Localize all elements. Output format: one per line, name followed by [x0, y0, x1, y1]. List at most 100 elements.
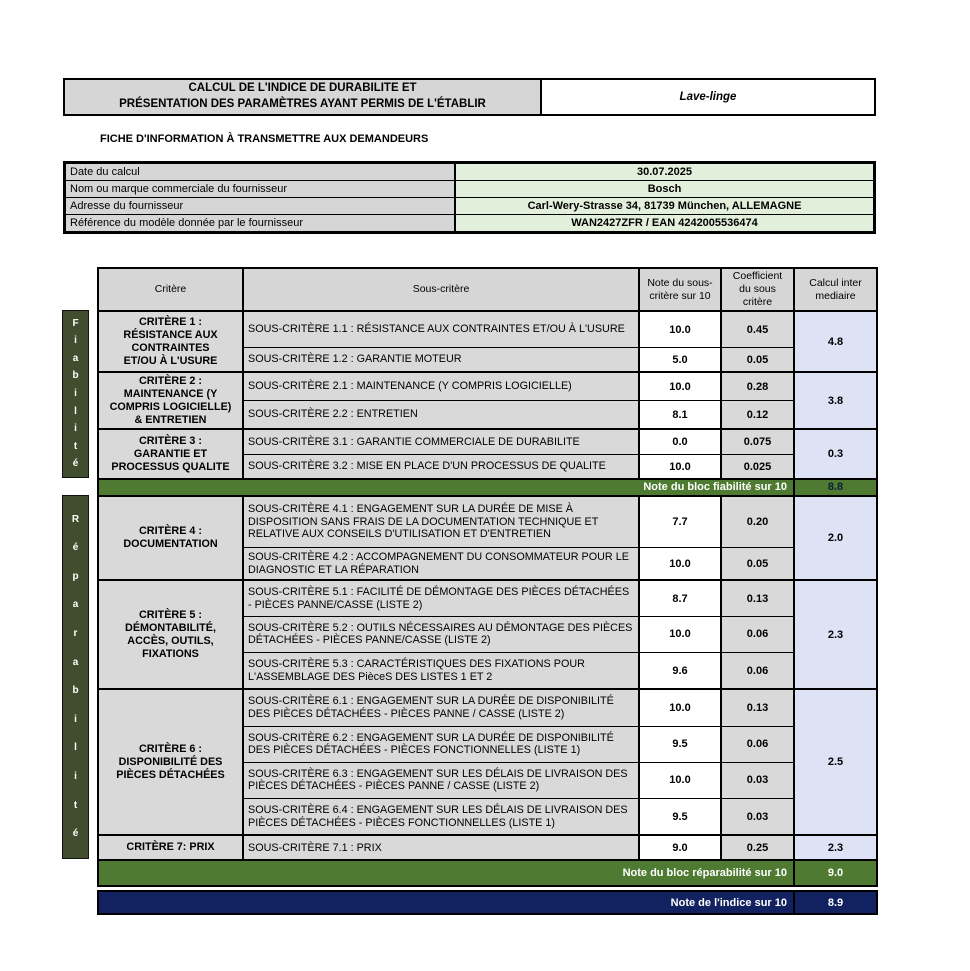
band-letter: i: [74, 771, 77, 783]
coefficient-cell: 0.05: [720, 546, 795, 581]
header-calcul: Calcul inter mediaire: [793, 266, 878, 313]
coefficient-cell: 0.45: [720, 310, 795, 348]
band-letter: r: [73, 628, 78, 640]
info-sheet-subtitle: FICHE D'INFORMATION À TRANSMETTRE AUX DE…: [100, 133, 429, 145]
band-letter: l: [74, 405, 77, 417]
note-cell: 8.7: [638, 579, 722, 617]
coefficient-cell: 0.05: [720, 346, 795, 373]
sub-criterion-cell: SOUS-CRITÈRE 4.1 : ENGAGEMENT SUR LA DUR…: [242, 495, 640, 548]
criterion-cell: CRITÈRE 5 : DÉMONTABILITÉ, ACCÈS, OUTILS…: [97, 579, 244, 690]
sub-criterion-row: CRITÈRE 5 : DÉMONTABILITÉ, ACCÈS, OUTILS…: [97, 579, 878, 690]
coefficient-cell: 0.28: [720, 371, 795, 401]
sub-criterion-cell: SOUS-CRITÈRE 1.2 : GARANTIE MOTEUR: [242, 346, 640, 373]
note-cell: 9.5: [638, 725, 722, 763]
note-cell: 0.0: [638, 428, 722, 455]
sub-criterion-row: SOUS-CRITÈRE 3.2 : MISE EN PLACE D'UN PR…: [98, 453, 877, 480]
document-title-line2: PRÉSENTATION DES PARAMÈTRES AYANT PERMIS…: [119, 98, 486, 110]
sub-criterion-row: SOUS-CRITÈRE 2.2 : ENTRETIEN 8.1 0.12: [98, 399, 877, 430]
block-score-row: Note du bloc fiabilité sur 10 8.8: [97, 478, 878, 498]
sub-criterion-row: SOUS-CRITÈRE 6.3 : ENGAGEMENT SUR LES DÉ…: [98, 761, 877, 799]
note-cell: 9.6: [638, 651, 722, 690]
sub-criterion-cell: SOUS-CRITÈRE 6.3 : ENGAGEMENT SUR LES DÉ…: [242, 761, 640, 799]
band-letter: é: [72, 458, 79, 470]
coefficient-cell: 0.075: [720, 428, 795, 455]
block-score-row: Note du bloc réparabilité sur 10 9.0: [97, 859, 878, 888]
criterion-cell: CRITÈRE 7: PRIX: [97, 834, 244, 861]
criteria-table: Critère Sous-critère Note du sous-critèr…: [97, 266, 878, 888]
intermediate-calc-cell: 2.3: [793, 834, 878, 861]
supplier-info-label: Référence du modèle donnée par le fourni…: [65, 214, 456, 232]
note-cell: 5.0: [638, 346, 722, 373]
block-score-label: Note du bloc réparabilité sur 10: [97, 859, 795, 888]
band-letter: p: [72, 570, 79, 582]
supplier-info-value: WAN2427ZFR / EAN 4242005536474: [454, 214, 874, 232]
band-letter: i: [74, 387, 77, 399]
supplier-info-row: Adresse du fournisseur Carl-Wery-Strasse …: [65, 197, 874, 215]
supplier-info-value: Bosch: [454, 180, 874, 198]
band-letter: R: [71, 513, 80, 525]
coefficient-cell: 0.03: [720, 761, 795, 799]
header-note: Note du sous-critère sur 10: [638, 266, 722, 313]
document-header: CALCUL DE L'INDICE DE DURABILITE ET PRÉS…: [63, 78, 876, 116]
band-letter: t: [73, 440, 78, 452]
coefficient-cell: 0.03: [720, 797, 795, 836]
index-score-row: Note de l'indice sur 10 8.9: [97, 890, 878, 915]
band-letter: a: [72, 599, 79, 611]
block-score-value: 8.8: [793, 478, 878, 498]
band-letter: t: [73, 799, 78, 811]
band-letter: i: [74, 423, 77, 435]
header-sous-critere: Sous-critère: [242, 266, 640, 313]
supplier-info-label: Adresse du fournisseur: [65, 197, 456, 215]
note-cell: 10.0: [638, 453, 722, 480]
coefficient-cell: 0.20: [720, 495, 795, 548]
index-score-label: Note de l'indice sur 10: [670, 896, 787, 909]
band-letter: a: [72, 656, 79, 668]
document-title: CALCUL DE L'INDICE DE DURABILITE ET PRÉS…: [65, 80, 542, 114]
note-cell: 9.0: [638, 834, 722, 861]
coefficient-cell: 0.06: [720, 651, 795, 690]
note-cell: 10.0: [638, 761, 722, 799]
band-letter: i: [74, 713, 77, 725]
coefficient-cell: 0.06: [720, 615, 795, 653]
header-coefficient: Coefficient du sous critère: [720, 266, 795, 313]
sub-criterion-row: SOUS-CRITÈRE 4.2 : ACCOMPAGNEMENT DU CON…: [98, 546, 877, 581]
band-letter: é: [72, 542, 79, 554]
note-cell: 10.0: [638, 615, 722, 653]
sub-criterion-row: CRITÈRE 1 : RÉSISTANCE AUX CONTRAINTES E…: [97, 310, 878, 373]
criterion-cell: CRITÈRE 2 : MAINTENANCE (Y COMPRIS LOGIC…: [97, 371, 244, 430]
band-letter: é: [72, 828, 79, 840]
band-letter: b: [72, 370, 79, 382]
intermediate-calc-cell: 0.3: [793, 428, 878, 480]
block-score-value: 9.0: [793, 859, 878, 888]
band-letter: i: [74, 335, 77, 347]
block-score-label: Note du bloc fiabilité sur 10: [97, 478, 795, 498]
sub-criterion-row: CRITÈRE 3 : GARANTIE ET PROCESSUS QUALIT…: [97, 428, 878, 480]
band-letter: a: [72, 352, 79, 364]
supplier-info-label: Date du calcul: [65, 163, 456, 181]
criterion-cell: CRITÈRE 1 : RÉSISTANCE AUX CONTRAINTES E…: [97, 310, 244, 373]
note-cell: 10.0: [638, 546, 722, 581]
supplier-info-value: Carl-Wery-Strasse 34, 81739 München, ALL…: [454, 197, 874, 215]
coefficient-cell: 0.25: [720, 834, 795, 861]
supplier-info-row: Référence du modèle donnée par le fourni…: [65, 214, 874, 232]
intermediate-calc-cell: 2.0: [793, 495, 878, 581]
coefficient-cell: 0.12: [720, 399, 795, 430]
sub-criterion-cell: SOUS-CRITÈRE 6.2 : ENGAGEMENT SUR LA DUR…: [242, 725, 640, 763]
index-score-value: 8.9: [793, 892, 876, 913]
note-cell: 10.0: [638, 310, 722, 348]
criterion-cell: CRITÈRE 3 : GARANTIE ET PROCESSUS QUALIT…: [97, 428, 244, 480]
sub-criterion-row: SOUS-CRITÈRE 5.2 : OUTILS NÉCESSAIRES AU…: [98, 615, 877, 653]
note-cell: 7.7: [638, 495, 722, 548]
sub-criterion-cell: SOUS-CRITÈRE 7.1 : PRIX: [242, 834, 640, 861]
product-category-label: Lave-linge: [542, 80, 874, 114]
sub-criterion-cell: SOUS-CRITÈRE 6.4 : ENGAGEMENT SUR LES DÉ…: [242, 797, 640, 836]
band-letter: b: [72, 685, 79, 697]
intermediate-calc-cell: 2.5: [793, 688, 878, 836]
criterion-cell: CRITÈRE 4 : DOCUMENTATION: [97, 495, 244, 581]
supplier-info-row: Date du calcul 30.07.2025: [65, 163, 874, 181]
note-cell: 9.5: [638, 797, 722, 836]
sub-criterion-cell: SOUS-CRITÈRE 5.1 : FACILITÉ DE DÉMONTAGE…: [242, 579, 640, 617]
sub-criterion-cell: SOUS-CRITÈRE 3.1 : GARANTIE COMMERCIALE …: [242, 428, 640, 455]
sub-criterion-cell: SOUS-CRITÈRE 3.2 : MISE EN PLACE D'UN PR…: [242, 453, 640, 480]
